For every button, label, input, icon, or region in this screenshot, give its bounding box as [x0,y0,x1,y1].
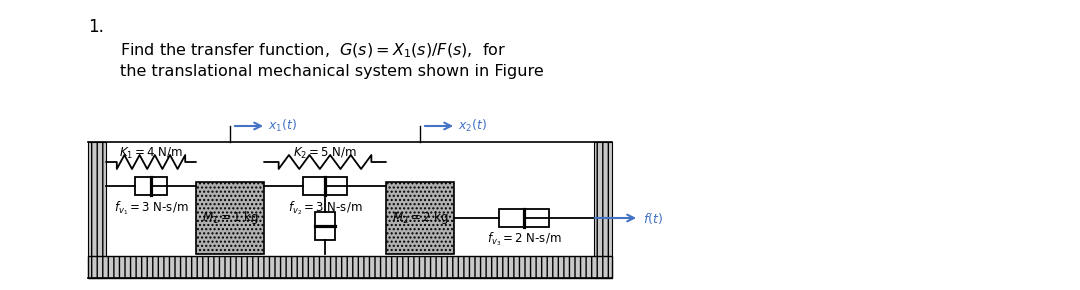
Text: $f_{v_3} = 2$ N-s/m: $f_{v_3} = 2$ N-s/m [487,230,562,248]
Text: $K_1 = 4$ N/m: $K_1 = 4$ N/m [119,146,184,161]
Bar [594,142,612,278]
Bar [87,142,106,278]
Bar [87,256,612,278]
Bar [315,212,335,240]
Bar [386,182,454,254]
Text: $f_{v_1} = 3$ N-s/m: $f_{v_1} = 3$ N-s/m [113,199,188,217]
Text: $K_2 = 5$ N/m: $K_2 = 5$ N/m [293,146,357,161]
Text: 1.: 1. [87,18,104,36]
Bar [499,209,550,227]
Text: $f_{v_2} = 3$ N-s/m: $f_{v_2} = 3$ N-s/m [287,199,362,217]
Text: $x_1(t)$: $x_1(t)$ [268,118,297,134]
Bar [195,182,264,254]
Bar [303,177,347,195]
Text: $f(t)$: $f(t)$ [643,211,663,226]
Text: $M_2 = 2$ kg: $M_2 = 2$ kg [392,209,448,226]
Bar [135,177,167,195]
Text: $M_1 = 1$ kg: $M_1 = 1$ kg [202,209,258,226]
Text: the translational mechanical system shown in Figure: the translational mechanical system show… [120,64,543,79]
Text: $x_2(t)$: $x_2(t)$ [458,118,487,134]
Text: Find the transfer function,  $G(s) = X_1(s)/F(s)$,  for: Find the transfer function, $G(s) = X_1(… [120,42,507,60]
